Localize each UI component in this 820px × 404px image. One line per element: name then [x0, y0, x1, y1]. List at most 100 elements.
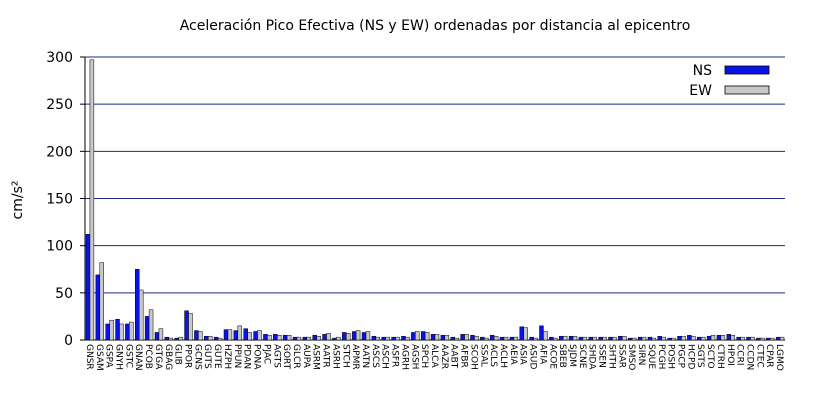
- bar: [440, 335, 446, 341]
- x-tick-label: GUTE: [212, 344, 222, 369]
- x-tick-label: AAZR: [439, 344, 449, 369]
- x-tick-label: SCTO: [705, 344, 715, 369]
- x-tick-label: AFIA: [537, 344, 547, 365]
- bar: [562, 335, 568, 341]
- bar: [424, 332, 430, 341]
- bar: [365, 331, 371, 341]
- bar: [138, 289, 144, 341]
- x-tick-label: SJDM: [567, 344, 577, 367]
- legend-label: NS: [693, 63, 712, 79]
- bar: [677, 335, 682, 341]
- bar: [592, 336, 597, 341]
- bar: [194, 330, 199, 341]
- bar: [489, 335, 495, 341]
- bar: [700, 336, 706, 341]
- chart-title: Aceleración Pico Efectiva (NS y EW) orde…: [180, 18, 691, 34]
- bar: [588, 336, 593, 341]
- x-tick-label: CPAR: [764, 344, 774, 368]
- bar: [631, 337, 637, 341]
- x-tick-label: AATR: [321, 344, 331, 368]
- x-tick-label: ASFR: [390, 344, 400, 367]
- bar: [371, 335, 377, 341]
- bar: [598, 336, 603, 341]
- bar: [213, 336, 219, 341]
- bar: [332, 337, 337, 341]
- bar: [204, 335, 209, 341]
- bar: [651, 337, 657, 341]
- x-tick-label: CTRH: [715, 344, 725, 369]
- bar: [286, 335, 292, 341]
- legend-swatch: [724, 65, 770, 75]
- bar: [509, 336, 515, 341]
- bar: [346, 333, 351, 341]
- legend-swatch: [724, 85, 770, 95]
- bar: [618, 335, 623, 341]
- bar: [716, 335, 722, 341]
- bar: [237, 325, 243, 341]
- bar: [558, 335, 564, 341]
- bar: [95, 274, 101, 341]
- x-tick-label: POSH: [666, 344, 676, 369]
- bar: [740, 336, 745, 341]
- bar: [720, 335, 726, 341]
- bar: [125, 323, 130, 341]
- x-tick-label: SHDA: [587, 344, 597, 370]
- x-tick-label: CCRI: [735, 344, 745, 365]
- bar: [671, 337, 676, 341]
- bar: [480, 336, 485, 341]
- x-tick-label: GSAM: [94, 344, 104, 371]
- x-tick-label: ASCS: [370, 344, 380, 368]
- bar: [779, 336, 785, 341]
- x-tick-label: PPUN: [232, 344, 242, 368]
- bar: [154, 332, 160, 341]
- x-tick-label: GBAG: [163, 344, 173, 370]
- bar: [282, 335, 288, 341]
- x-tick-label: ASUD: [528, 344, 538, 369]
- x-tick-label: ASIA: [518, 344, 528, 366]
- x-tick-label: GNAN: [133, 344, 143, 371]
- x-tick-label: ACOE: [547, 344, 557, 369]
- bar: [243, 328, 248, 341]
- bar: [697, 336, 702, 341]
- bar: [756, 337, 761, 341]
- x-tick-label: PCGH: [656, 344, 666, 369]
- x-tick-label: SQUE: [646, 344, 656, 369]
- bar: [273, 334, 278, 341]
- bar: [129, 321, 134, 341]
- bar: [375, 336, 381, 341]
- bar: [391, 336, 396, 341]
- bar: [227, 329, 233, 341]
- bar: [217, 337, 223, 341]
- x-tick-label: HCPD: [685, 344, 695, 369]
- bar: [233, 330, 239, 341]
- bar: [513, 336, 519, 341]
- bar: [277, 335, 282, 341]
- y-tick-label: 100: [46, 239, 73, 255]
- y-axis-label: cm/s²: [10, 181, 26, 220]
- bar: [533, 337, 538, 341]
- bar: [582, 336, 588, 341]
- y-tick-label: 150: [46, 192, 73, 208]
- bar: [207, 335, 213, 341]
- x-tick-label: GTGA: [153, 344, 163, 370]
- x-tick-label: ACLS: [488, 344, 498, 367]
- x-tick-label: STCH: [340, 344, 350, 368]
- bar: [726, 334, 732, 341]
- x-tick-label: SSAL: [478, 344, 488, 367]
- bar: [539, 325, 544, 341]
- y-tick-label: 0: [64, 333, 73, 349]
- x-tick-label: SSAR: [616, 344, 626, 368]
- x-tick-label: SHTH: [606, 344, 616, 369]
- bar: [529, 336, 534, 341]
- bar: [342, 332, 347, 341]
- bar: [464, 334, 469, 341]
- x-tick-label: SPCH: [419, 344, 429, 368]
- bar: [322, 334, 327, 341]
- bar: [223, 329, 229, 341]
- x-tick-label: GSTC: [123, 344, 133, 368]
- bar: [405, 336, 410, 341]
- x-tick-label: AUPA: [301, 344, 311, 369]
- x-tick-label: ASRM: [311, 344, 321, 370]
- bar: [178, 336, 183, 341]
